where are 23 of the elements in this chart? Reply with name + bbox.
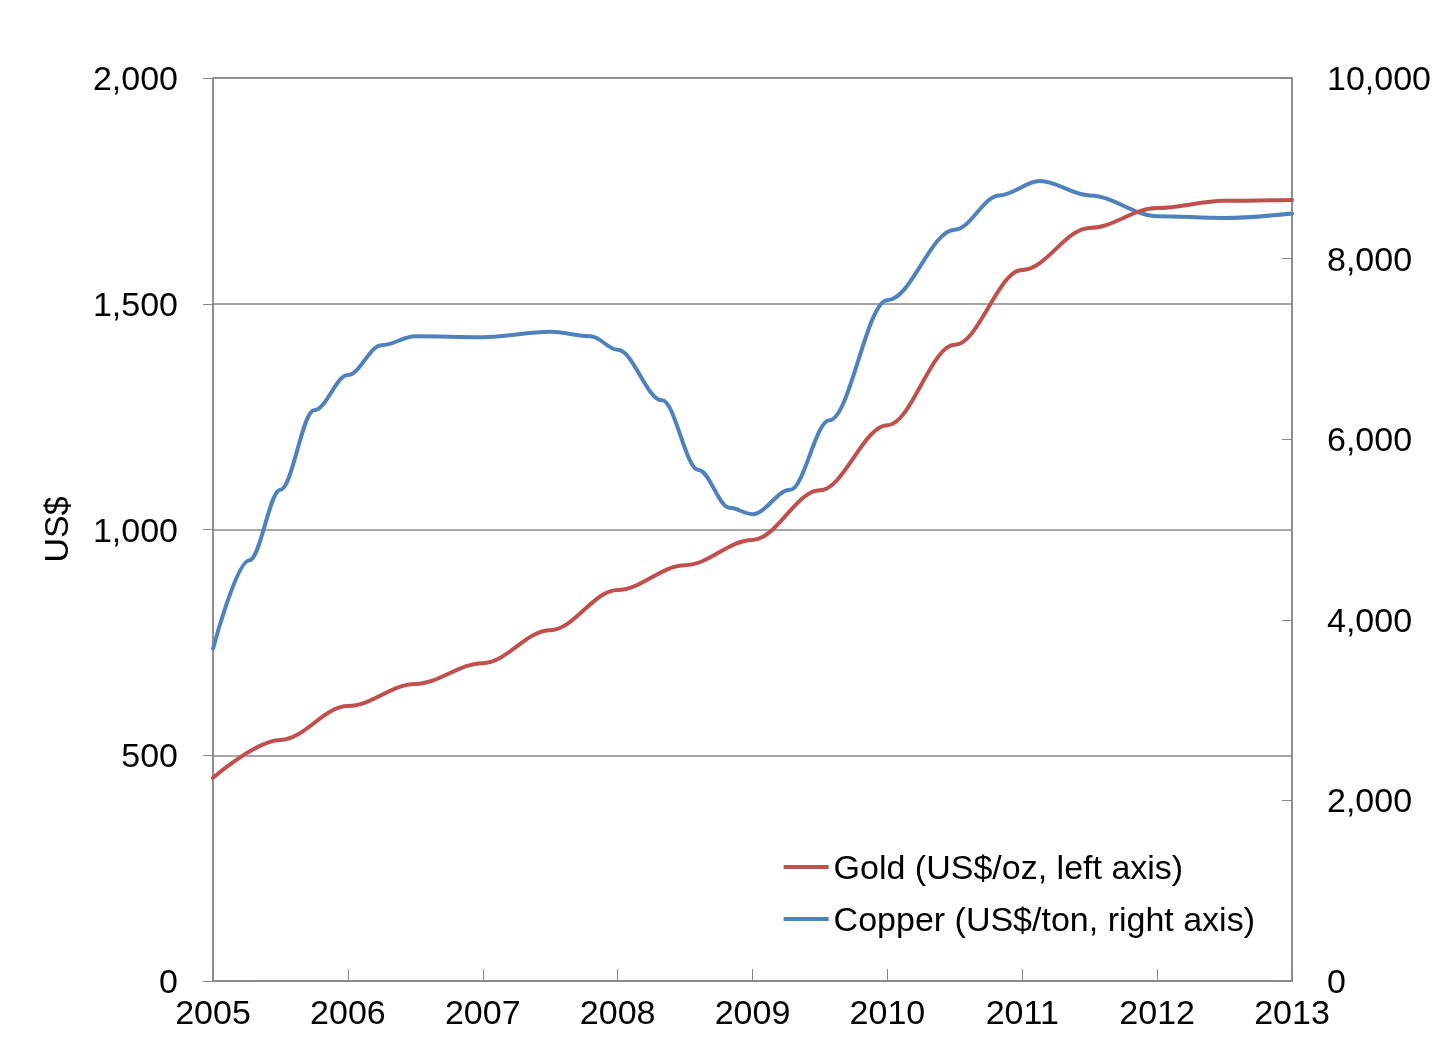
x-tick-label: 2007 xyxy=(444,993,521,1031)
x-tick-label: 2010 xyxy=(849,993,926,1031)
x-tick-label: 2013 xyxy=(1254,993,1330,1031)
y2-tick-label: 6,000 xyxy=(1327,420,1413,459)
y2-tick-label: 2,000 xyxy=(1327,781,1413,820)
x-tick-label: 2006 xyxy=(310,993,386,1031)
x-tick-label: 2005 xyxy=(175,993,251,1031)
legend-label: Gold (US$/oz, left axis) xyxy=(833,848,1184,886)
y-tick-label: 0 xyxy=(159,962,178,1000)
y2-tick-label: 0 xyxy=(1327,962,1346,1000)
y-tick-label: 500 xyxy=(121,736,178,775)
x-tick-label: 2008 xyxy=(579,993,656,1031)
y2-tick-label: 8,000 xyxy=(1327,239,1413,278)
y-tick-label: 1,500 xyxy=(92,284,178,323)
y-tick-label: 2,000 xyxy=(92,59,178,97)
x-tick-label: 2011 xyxy=(985,993,1059,1031)
legend-label: Copper (US$/ton, right axis) xyxy=(833,900,1256,938)
x-tick-label: 2009 xyxy=(714,993,791,1031)
x-tick-label: 2012 xyxy=(1119,993,1195,1031)
y-tick-label: 1,000 xyxy=(92,510,178,549)
y-axis-title: US$ xyxy=(37,496,75,563)
y2-tick-label: 10,000 xyxy=(1327,59,1431,97)
y2-tick-label: 4,000 xyxy=(1327,600,1413,639)
